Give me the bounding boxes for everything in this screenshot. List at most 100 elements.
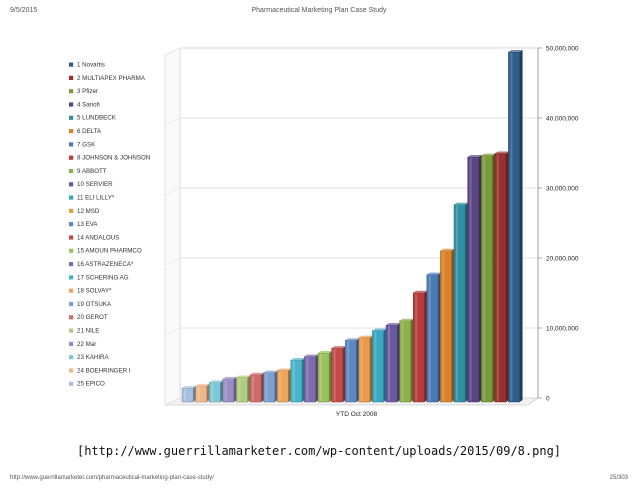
legend-label: 3 Pfizer [77, 88, 98, 95]
image-source-caption[interactable]: [http://www.guerrillamarketer.com/wp-con… [76, 444, 562, 458]
legend-swatch [69, 341, 74, 346]
bar-highlight [320, 354, 323, 401]
bar [494, 151, 509, 403]
bar [263, 370, 278, 403]
bar-highlight [333, 349, 336, 401]
bar-top [277, 368, 292, 371]
legend-label: 2 MULTIAPEX PHARMA [77, 75, 146, 82]
bar-top [222, 376, 237, 379]
bar-highlight [388, 326, 391, 401]
legend-swatch [69, 89, 74, 94]
bar-front [426, 274, 439, 403]
bar-highlight [265, 373, 268, 401]
bar-top [345, 338, 360, 341]
y-axis: 0 10,000,000 20,000,000 30,000,000 40,000,00… [537, 45, 579, 402]
legend-label: 18 SOLVAY* [77, 288, 112, 295]
legend-label: 14 ANDALOUS [77, 234, 119, 241]
bars [181, 50, 523, 403]
bar-chart: 0 10,000,000 20,000,000 30,000,000 40,000,00… [69, 45, 579, 418]
legend-swatch [69, 262, 74, 267]
legend-label: 5 LUNDBECK [77, 115, 117, 122]
legend-item: 13 EVA [69, 221, 98, 228]
bar-front [317, 352, 330, 403]
bar-top [467, 155, 482, 157]
legend-swatch [69, 102, 74, 107]
bar-top [372, 328, 387, 331]
bar-front [249, 374, 262, 403]
bar [399, 318, 414, 403]
bar-top [440, 248, 455, 251]
legend-label: 10 SERVIER [77, 181, 113, 188]
bar-front [440, 250, 452, 403]
bar-front [304, 356, 316, 403]
legend-label: 13 EVA [77, 221, 98, 228]
bar [453, 202, 469, 403]
legend-swatch [69, 315, 74, 320]
legend-label: 24 BOEHRINGER I [77, 367, 131, 374]
bar-top [195, 383, 210, 386]
legend-swatch [69, 75, 74, 80]
legend-swatch [69, 368, 74, 373]
legend-item: 15 AMOUN PHARMCO [69, 248, 142, 255]
legend-swatch [69, 129, 74, 134]
bar [249, 372, 265, 403]
legend-label: 9 ABBOTT [77, 168, 107, 175]
legend-item: 11 ELI LILLY* [69, 195, 115, 202]
bar-highlight [347, 341, 350, 401]
bar-top [318, 351, 333, 353]
legend-swatch [69, 208, 74, 213]
bar-highlight [428, 275, 431, 401]
legend-label: 16 ASTRAZENECA* [77, 261, 134, 268]
legend-item: 10 SERVIER [69, 181, 113, 188]
legend-swatch [69, 381, 74, 386]
legend-item: 18 SOLVAY* [69, 288, 112, 295]
bar-highlight [197, 386, 200, 401]
bar-top [209, 380, 224, 383]
bar-front [290, 359, 303, 403]
bar-top [250, 372, 265, 375]
y-tick-label: 0 [546, 395, 550, 402]
bar [426, 272, 441, 403]
bar-highlight [415, 293, 418, 401]
legend-item: 24 BOEHRINGER I [69, 367, 131, 374]
legend-label: 6 DELTA [77, 128, 102, 135]
bar-highlight [401, 321, 404, 401]
gridline-side [164, 397, 181, 406]
legend-item: 20 GEROT [69, 314, 108, 321]
legend-item: 17 SCHERING AG [69, 274, 129, 281]
legend-label: 15 AMOUN PHARMCO [77, 248, 142, 255]
legend-label: 4 Sanofi [77, 101, 100, 108]
legend-item: 5 LUNDBECK [69, 115, 117, 122]
legend-label: 7 GSK [77, 141, 96, 148]
bar [304, 354, 319, 403]
bar-highlight [224, 379, 227, 401]
bar-highlight [456, 205, 459, 401]
y-tick-label: 40,000,000 [546, 115, 579, 122]
bar-top [236, 375, 251, 378]
legend: 1 Novartis 2 MULTIAPEX PHARMA 3 Pfizer 4 Sa… [69, 62, 150, 388]
bar [208, 380, 224, 403]
legend-item: 2 MULTIAPEX PHARMA [69, 75, 146, 82]
gridline-side [164, 187, 181, 196]
legend-item: 4 Sanofi [69, 101, 100, 108]
bar [222, 376, 237, 403]
bar-highlight [252, 375, 255, 401]
legend-item: 19 OTSUKA [69, 301, 112, 308]
bar-front [399, 320, 411, 403]
bar-front [345, 340, 357, 403]
y-tick-label: 20,000,000 [546, 255, 579, 262]
bar-highlight [211, 383, 214, 401]
gridline-side [164, 47, 181, 56]
x-category-label: YTD Oct 2008 [336, 411, 378, 418]
legend-swatch [69, 182, 74, 187]
legend-swatch [69, 168, 74, 174]
bar-front [372, 330, 384, 403]
footer-url[interactable]: http://www.guerrillamarketer.com/pharmac… [10, 475, 214, 481]
bar-highlight [360, 338, 363, 401]
legend-item: 12 MSD [69, 208, 100, 215]
bar-front [481, 155, 493, 403]
legend-label: 23 KAHIRA [77, 354, 110, 361]
legend-swatch [69, 275, 74, 280]
bar-highlight [184, 389, 187, 401]
bar-front [277, 370, 289, 403]
